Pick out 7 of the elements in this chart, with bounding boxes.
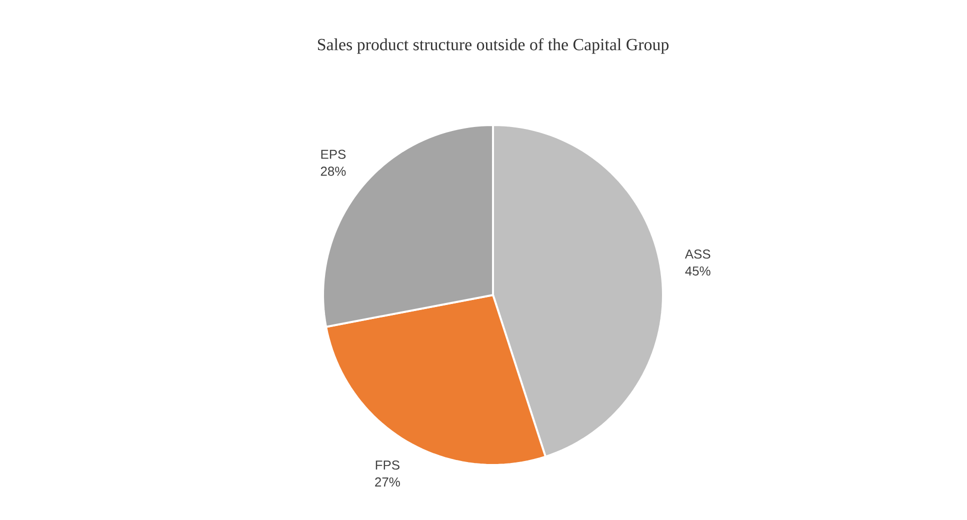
data-label: 27% (375, 477, 400, 487)
data-label: 45% (685, 266, 710, 276)
slice-label: ASS (684, 249, 710, 259)
chart-title: Sales product structure outside of the Capital Group (318, 38, 669, 54)
slice-label: EPS (321, 150, 346, 159)
slice-label: FPS (376, 460, 400, 470)
data-label: 28% (320, 166, 346, 176)
